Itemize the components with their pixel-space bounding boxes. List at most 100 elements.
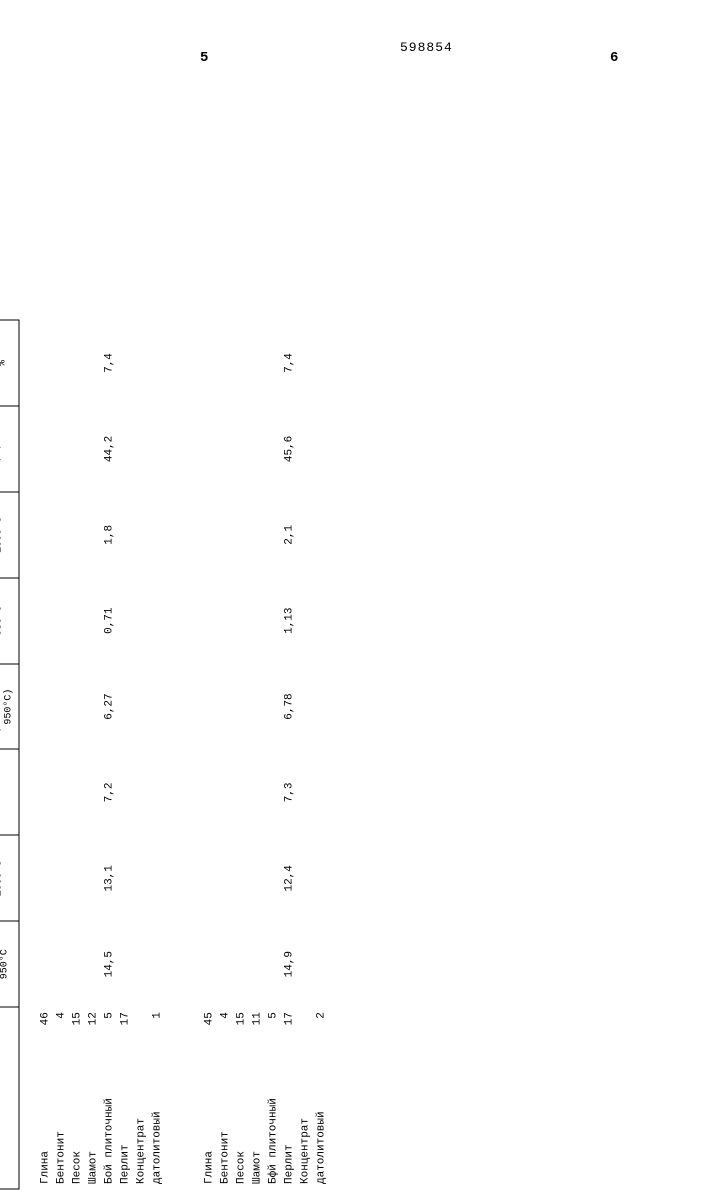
- component-value: [134, 1007, 150, 1058]
- data-cell: [266, 664, 282, 750]
- data-cell: [54, 664, 70, 750]
- table-row: Шамот11: [250, 320, 266, 1189]
- data-cell: [134, 664, 150, 750]
- data-cell: [118, 835, 134, 921]
- data-cell: [298, 835, 314, 921]
- data-cell: [134, 320, 150, 406]
- data-cell: [134, 492, 150, 578]
- data-cell: [298, 406, 314, 492]
- data-cell: 6,78: [282, 664, 298, 750]
- data-cell: [218, 664, 234, 750]
- data-cell: 7,4: [282, 320, 298, 406]
- component-label: Концентрат: [134, 1058, 150, 1189]
- data-cell: [70, 578, 86, 664]
- data-cell: [266, 835, 282, 921]
- data-cell: [314, 320, 330, 406]
- data-cell: [202, 664, 218, 750]
- data-cell: 12,4: [282, 835, 298, 921]
- component-value: 17: [118, 1007, 134, 1058]
- header-strength: Предел проч- ности сырца при изгибе, кг/…: [0, 750, 19, 836]
- table-row: Концентрат: [134, 320, 150, 1189]
- data-cell: [134, 835, 150, 921]
- component-label: Песок: [70, 1058, 86, 1189]
- data-cell: [150, 578, 166, 664]
- data-cell: [234, 578, 250, 664]
- data-cell: [250, 664, 266, 750]
- table-row: датолитовый1: [150, 320, 166, 1189]
- data-cell: [234, 921, 250, 1007]
- data-cell: 14,5: [102, 921, 118, 1007]
- data-cell: 7,4: [102, 320, 118, 406]
- table-row: Песок15: [234, 320, 250, 1189]
- component-label: Шамот: [250, 1058, 266, 1189]
- table-row: Перлит1714,912,47,36,781,132,145,67,4: [282, 320, 298, 1189]
- data-cell: 1,13: [282, 578, 298, 664]
- component-label: Бентонит: [218, 1058, 234, 1189]
- data-cell: [266, 578, 282, 664]
- data-cell: [118, 664, 134, 750]
- data-cell: 2,1: [282, 492, 298, 578]
- data-cell: [250, 492, 266, 578]
- data-cell: [202, 835, 218, 921]
- data-cell: [234, 492, 250, 578]
- composition-group-1: Глина46Бентонит4Песок15Шамот12Бой плиточ…: [38, 320, 166, 1189]
- data-cell: [234, 320, 250, 406]
- data-cell: [266, 750, 282, 836]
- component-value: 17: [282, 1007, 298, 1058]
- table-row: Бентонит4: [218, 320, 234, 1189]
- header-temp-1000: 1000°C: [0, 835, 19, 921]
- data-cell: [54, 750, 70, 836]
- data-cell: [298, 921, 314, 1007]
- data-cell: [118, 578, 134, 664]
- table-row: Бфй плиточный5: [266, 320, 282, 1189]
- data-cell: [38, 921, 54, 1007]
- data-cell: 0,71: [102, 578, 118, 664]
- component-value: [298, 1007, 314, 1058]
- component-label: Глина: [202, 1058, 218, 1189]
- component-label: Концентрат: [298, 1058, 314, 1189]
- data-cell: [70, 320, 86, 406]
- component-label: датолитовый: [150, 1058, 166, 1189]
- data-cell: [54, 492, 70, 578]
- data-cell: [70, 406, 86, 492]
- data-cell: [70, 492, 86, 578]
- data-cell: [134, 406, 150, 492]
- header-shrink-1000: 1000°C: [0, 492, 19, 578]
- data-cell: [202, 921, 218, 1007]
- data-cell: [250, 406, 266, 492]
- data-cell: [266, 406, 282, 492]
- data-cell: [314, 835, 330, 921]
- data-cell: [38, 750, 54, 836]
- data-cell: [298, 664, 314, 750]
- data-cell: [118, 492, 134, 578]
- header-moisture-powder: Влаж- ность пресс- порошка %: [0, 320, 19, 406]
- data-cell: [86, 750, 102, 836]
- table-row: Шамот12: [86, 320, 102, 1189]
- data-cell: [250, 835, 266, 921]
- data-cell: [54, 578, 70, 664]
- data-cell: [266, 921, 282, 1007]
- data-cell: [118, 406, 134, 492]
- component-label: датолитовый: [314, 1058, 330, 1189]
- data-cell: 45,6: [282, 406, 298, 492]
- header-shrink-950: 950°C: [0, 578, 19, 664]
- data-cell: [202, 578, 218, 664]
- data-cell: [218, 750, 234, 836]
- component-label: Перлит: [118, 1058, 134, 1189]
- data-cell: [218, 835, 234, 921]
- data-cell: [86, 835, 102, 921]
- data-cell: [314, 578, 330, 664]
- component-label: Глина: [38, 1058, 54, 1189]
- data-cell: [118, 320, 134, 406]
- data-cell: [234, 750, 250, 836]
- data-cell: [38, 320, 54, 406]
- page-number-right: 6: [610, 50, 618, 66]
- component-label: Бфй плиточный: [266, 1058, 282, 1189]
- header-moisture-slip: Влаж- ность шлике- ра,%: [0, 406, 19, 492]
- table-row: Концентрат: [298, 320, 314, 1189]
- data-cell: [38, 664, 54, 750]
- data-cell: 14,9: [282, 921, 298, 1007]
- data-cell: [70, 664, 86, 750]
- data-cell: 6,27: [102, 664, 118, 750]
- component-value: 2: [314, 1007, 330, 1058]
